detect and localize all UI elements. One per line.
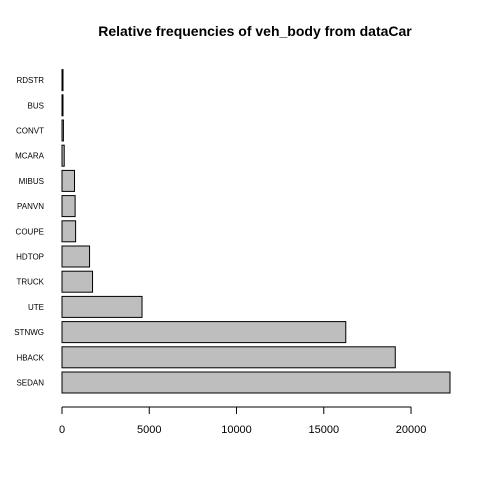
bars-group [61, 69, 451, 394]
bar-mcara [61, 144, 65, 167]
category-label-bus: BUS [28, 101, 44, 110]
category-label-mibus: MIBUS [19, 177, 44, 186]
category-label-panvn: PANVN [17, 202, 44, 211]
bar-hback [61, 346, 396, 369]
bar-mibus [61, 169, 76, 192]
bar-rdstr [61, 69, 64, 92]
bar-stnwg [61, 321, 347, 344]
bar-truck [61, 270, 94, 293]
x-tick-label: 0 [59, 424, 65, 436]
category-label-hback: HBACK [16, 353, 44, 362]
x-tick-label: 20000 [396, 424, 427, 436]
x-axis: 0 5000 10000 15000 20000 [59, 406, 427, 436]
bar-bus [61, 94, 64, 117]
bar-ute [61, 295, 143, 318]
x-tick-label: 10000 [221, 424, 252, 436]
category-label-hdtop: HDTOP [16, 253, 44, 262]
category-label-coupe: COUPE [16, 227, 44, 236]
bar-coupe [61, 220, 77, 243]
bar-panvn [61, 195, 76, 218]
category-label-truck: TRUCK [16, 278, 44, 287]
x-tick-label: 5000 [137, 424, 161, 436]
category-label-mcara: MCARA [15, 152, 45, 161]
bar-sedan [61, 371, 451, 394]
bar-convt [61, 119, 64, 142]
category-label-sedan: SEDAN [16, 379, 44, 388]
category-label-stnwg: STNWG [14, 328, 44, 337]
bar-hdtop [61, 245, 91, 268]
category-label-rdstr: RDSTR [16, 76, 44, 85]
category-label-convt: CONVT [16, 127, 44, 136]
chart-title: Relative frequencies of veh_body from da… [98, 23, 412, 39]
category-label-ute: UTE [28, 303, 44, 312]
x-tick-label: 15000 [308, 424, 339, 436]
category-labels: SEDAN HBACK STNWG UTE TRUCK HDTOP COUPE PANVN MI… [14, 76, 44, 387]
